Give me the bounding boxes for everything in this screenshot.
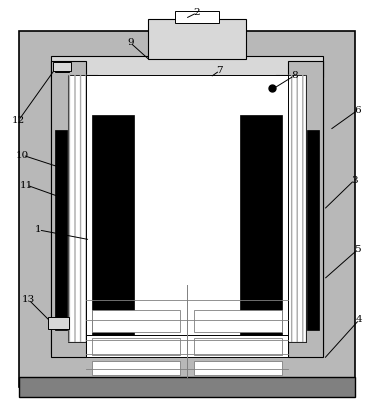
Bar [47,316,70,328]
Bar [53,62,71,72]
Bar [50,60,86,358]
Bar [19,31,355,387]
Bar [92,361,180,375]
Bar [50,55,324,78]
Text: 9: 9 [127,38,134,47]
Text: 10: 10 [16,151,29,160]
Bar [68,76,98,342]
Bar [68,76,98,342]
Text: 6: 6 [354,106,361,115]
Text: 5: 5 [354,245,361,254]
Bar [276,76,306,342]
Bar [50,60,324,354]
Bar [175,11,219,23]
Bar [86,335,288,358]
Bar [92,309,180,332]
Text: 11: 11 [20,180,33,189]
Bar [276,76,306,342]
Bar [86,76,288,342]
Bar [148,18,246,58]
Bar [307,130,319,330]
Text: 3: 3 [351,175,358,185]
Bar [194,361,282,375]
Bar [92,115,134,339]
Bar [288,60,324,358]
Text: 8: 8 [291,71,298,80]
Text: 4: 4 [356,315,363,324]
Bar [55,130,67,330]
Text: 2: 2 [194,8,200,17]
Text: 12: 12 [12,116,25,125]
Bar [92,337,180,356]
Bar [19,377,355,397]
Bar [194,337,282,356]
Bar [240,115,282,339]
Bar [194,309,282,332]
Text: 7: 7 [217,66,223,75]
Bar [55,62,70,72]
Bar [50,318,68,328]
Text: 1: 1 [35,225,42,234]
Text: 13: 13 [22,295,35,304]
